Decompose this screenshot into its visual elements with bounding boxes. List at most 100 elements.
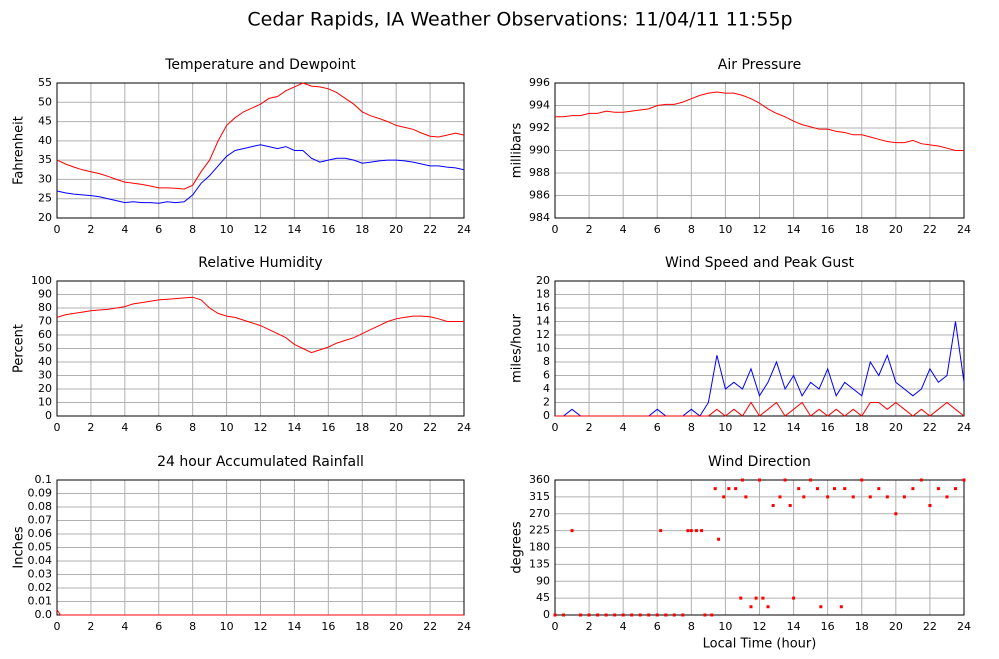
x-tick-label: 24 [957,421,971,434]
y-tick-label: 0.06 [28,527,53,540]
x-tick-label: 16 [321,421,335,434]
x-tick-label: 20 [389,223,403,236]
data-point [902,495,906,499]
x-tick-label: 22 [923,223,937,236]
x-tick-label: 4 [620,620,627,633]
y-tick-label: 984 [529,211,550,224]
data-point [659,529,663,533]
x-tick-label: 14 [787,223,801,236]
data-point [802,495,806,499]
x-tick-label: 20 [389,421,403,434]
data-point [860,478,864,482]
x-tick-label: 22 [423,620,437,633]
x-tick-label: 18 [355,421,369,434]
y-tick-label: 360 [529,473,550,486]
y-tick-label: 100 [31,274,52,287]
data-line [555,401,965,417]
data-point [562,613,566,617]
y-tick-label: 20 [38,211,52,224]
y-tick-label: 135 [529,557,550,570]
data-point [792,596,796,600]
x-tick-label: 20 [889,421,903,434]
data-point [604,613,608,617]
data-line [56,609,464,616]
data-point [579,613,583,617]
y-tick-label: 50 [38,95,52,108]
x-tick-label: 0 [552,421,559,434]
x-tick-label: 24 [457,620,471,633]
y-tick-label: 990 [529,144,550,157]
x-tick-label: 12 [753,223,767,236]
x-tick-label: 2 [87,223,94,236]
y-tick-label: 16 [536,301,550,314]
data-point [630,613,634,617]
y-tick-label: 270 [529,507,550,520]
y-tick-label: 994 [529,99,550,112]
y-tick-label: 0.08 [28,500,53,513]
x-tick-label: 6 [155,223,162,236]
panel-title: Temperature and Dewpoint [164,57,356,73]
plot-frame [56,82,465,219]
x-tick-label: 12 [254,421,268,434]
y-tick-label: 45 [536,591,550,604]
x-tick-label: 22 [923,421,937,434]
x-tick-label: 4 [620,223,627,236]
y-tick-label: 6 [543,369,550,382]
data-point [832,487,836,491]
x-tick-label: 10 [220,421,234,434]
x-tick-label: 6 [654,223,661,236]
y-axis-label: millibars [510,123,525,179]
y-tick-label: 0.03 [28,568,53,581]
x-tick-label: 0 [552,620,559,633]
y-axis-label: Percent [12,324,27,373]
data-point [694,529,698,533]
x-tick-label: 4 [121,223,128,236]
data-point [613,613,617,617]
x-tick-label: 14 [287,421,301,434]
y-tick-label: 315 [529,490,550,503]
data-point [596,613,600,617]
y-tick-label: 0.07 [28,514,53,527]
x-tick-label: 8 [688,223,695,236]
x-axis-label: Local Time (hour) [703,637,817,652]
data-point [953,487,957,491]
plot-frame [56,280,465,417]
panel-title: Wind Direction [708,454,811,470]
x-tick-label: 12 [753,421,767,434]
y-tick-label: 986 [529,189,550,202]
x-tick-label: 0 [552,223,559,236]
data-point [744,495,748,499]
data-point [553,613,557,617]
x-tick-label: 20 [889,223,903,236]
y-tick-label: 0.04 [28,554,53,567]
data-line [56,296,464,354]
data-point [928,504,932,507]
data-point [713,487,717,491]
y-tick-label: 40 [38,355,52,368]
x-tick-label: 10 [220,620,234,633]
data-point [681,613,685,617]
y-tick-label: 8 [543,355,550,368]
x-tick-label: 6 [654,421,661,434]
y-tick-label: 20 [38,382,52,395]
y-tick-label: 996 [529,76,550,89]
x-tick-label: 10 [220,223,234,236]
data-point [843,487,847,491]
data-point [778,495,782,499]
data-point [868,495,872,499]
x-tick-label: 12 [254,620,268,633]
panel-title: Relative Humidity [198,255,322,271]
x-tick-label: 22 [423,223,437,236]
x-tick-label: 4 [620,421,627,434]
x-tick-label: 18 [855,421,869,434]
panel-title: 24 hour Accumulated Rainfall [157,454,364,470]
data-point [739,596,743,600]
x-tick-label: 12 [753,620,767,633]
data-point [664,613,668,617]
x-tick-label: 4 [121,421,128,434]
data-point [797,487,801,491]
x-tick-label: 2 [586,620,593,633]
data-point [647,613,651,617]
